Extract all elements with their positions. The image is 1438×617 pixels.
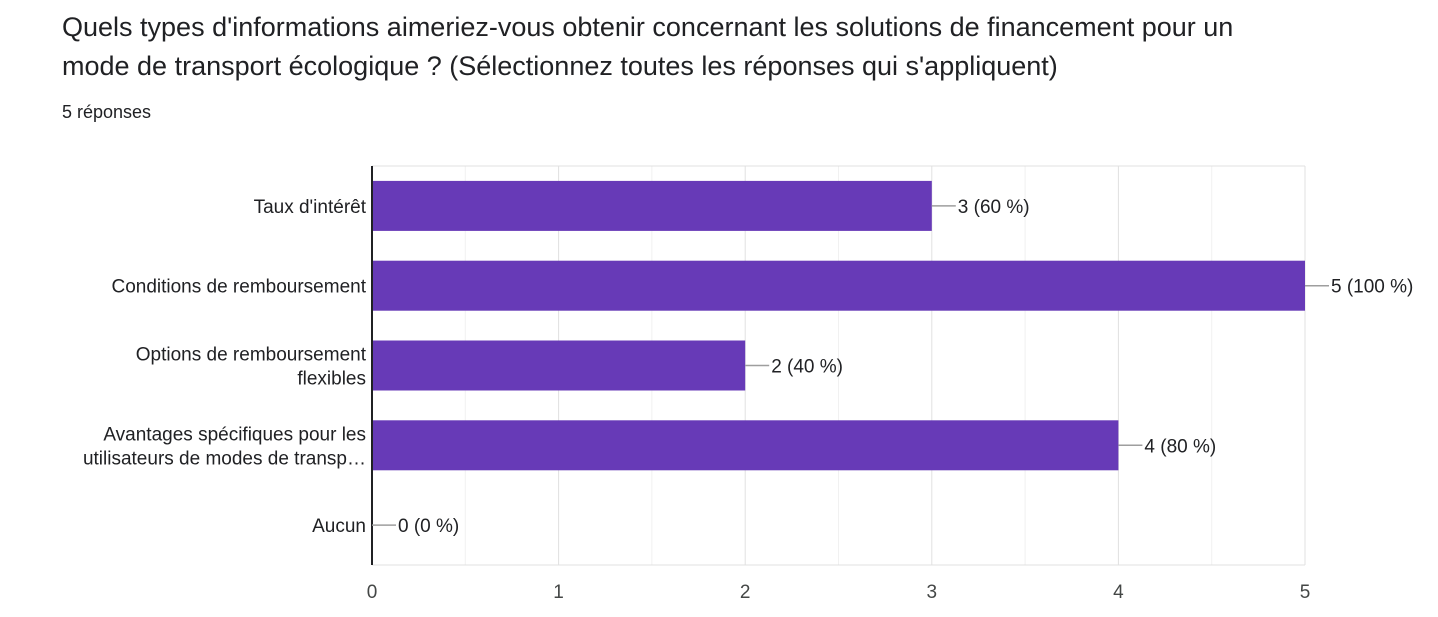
category-label-line: Aucun: [312, 516, 366, 537]
x-tick-label: 5: [1300, 582, 1311, 603]
category-label-line: Taux d'intérêt: [254, 197, 367, 218]
category-label: Avantages spécifiques pour les utilisateu…: [83, 424, 366, 469]
category-label: Conditions de remboursement: [111, 277, 366, 298]
x-tick-label: 4: [1113, 582, 1124, 603]
category-label-line: Avantages spécifiques pour les: [103, 424, 366, 445]
bar[interactable]: [372, 420, 1119, 471]
bar[interactable]: [372, 260, 1305, 311]
category-label-line: utilisateurs de modes de transp…: [83, 448, 366, 469]
response-count: 5 réponses: [62, 102, 152, 122]
question-title-line1: Quels types d'informations aimeriez-vous…: [62, 12, 1234, 42]
data-label: 2 (40 %): [771, 357, 843, 378]
category-label-line: Options de remboursement: [136, 345, 367, 366]
bar[interactable]: [372, 340, 746, 391]
x-tick-label: 3: [927, 582, 938, 603]
category-label: Taux d'intérêt: [254, 197, 367, 218]
category-label: Aucun: [312, 516, 366, 537]
data-label: 5 (100 %): [1331, 277, 1413, 298]
data-label: 3 (60 %): [958, 197, 1030, 218]
x-tick-label: 0: [367, 582, 378, 603]
category-label-line: Conditions de remboursement: [111, 277, 366, 298]
x-tick-label: 1: [553, 582, 564, 603]
question-title-line2: mode de transport écologique ? (Sélectio…: [62, 51, 1058, 81]
data-label: 4 (80 %): [1144, 436, 1216, 457]
category-label: Options de remboursement flexibles: [136, 345, 367, 390]
bars-layer: [372, 180, 1305, 471]
data-label: 0 (0 %): [398, 516, 459, 537]
labels-layer: 0 1 2 3 4 5 Taux d'intérêt 3 (60 %) Conditions d…: [83, 197, 1413, 603]
x-tick-label: 2: [740, 582, 751, 603]
category-label-line: flexibles: [297, 369, 366, 390]
bar[interactable]: [372, 180, 932, 231]
question-title: Quels types d'informations aimeriez-vous…: [62, 8, 1422, 86]
